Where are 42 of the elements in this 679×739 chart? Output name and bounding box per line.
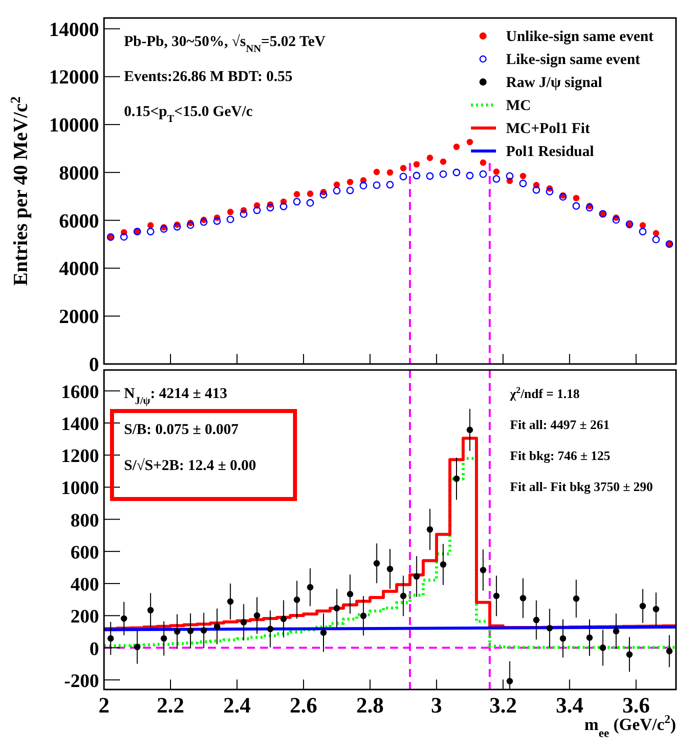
y-tick-label: 10000: [49, 114, 99, 137]
y-tick-label: 6000: [59, 210, 99, 232]
annotation: Fit all- Fit bkg 3750 ± 290: [510, 479, 653, 494]
annotation: Events:26.86 M BDT: 0.55: [124, 69, 292, 85]
annotation: Fit all: 4497 ± 261: [510, 417, 610, 432]
x-tick-label: 2: [98, 692, 110, 718]
y-tick-label: 2000: [59, 306, 99, 328]
x-tick-label: 3.2: [489, 692, 517, 718]
annotation: Fit bkg: 746 ± 125: [510, 448, 611, 463]
x-tick-label: 2.2: [156, 692, 184, 718]
legend-label: Like-sign same event: [506, 52, 640, 68]
x-tick-label: 2.6: [290, 692, 318, 718]
x-tick-label: 2.8: [356, 692, 384, 718]
annotation: N$_{J/ψ}$: 4214 ± 413: [124, 386, 228, 406]
y-tick-label: 1000: [61, 478, 99, 500]
legend-label: Pol1 Residual: [506, 144, 594, 160]
x-tick-label: 3.4: [556, 692, 584, 718]
y-tick-label: 800: [70, 510, 99, 532]
y-tick-label: 200: [70, 606, 99, 628]
x-tick-label: 2.4: [223, 692, 251, 718]
y-tick-label: 4000: [59, 258, 99, 280]
y-tick-label: 0: [89, 354, 99, 376]
y-tick-label: 1600: [61, 382, 99, 403]
annotation: Pb-Pb, 30~50%, √s$_{NN}$=5.02 TeV: [124, 34, 326, 54]
y-tick-label: 8000: [59, 162, 99, 184]
legend-label: Raw J/ψ signal: [506, 75, 602, 91]
y-tick-label: 600: [70, 542, 99, 564]
y-tick-label: 12000: [49, 66, 99, 89]
legend-label: Unlike-sign same event: [506, 29, 654, 45]
y-tick-label: 0: [90, 638, 99, 660]
y-tick-label: 1200: [61, 446, 99, 468]
annotation: 0.15<p$_{T}$<15.0 GeV/c: [124, 104, 254, 124]
annotation: S/B: 0.075 ± 0.007: [124, 422, 239, 438]
x-tick-label: 3: [431, 692, 442, 718]
y-tick-label: 400: [70, 574, 99, 596]
legend-label: MC+Pol1 Fit: [506, 121, 590, 137]
y-tick-label: 1400: [61, 414, 99, 435]
legend-label: MC: [506, 98, 531, 114]
annotation: S/√S+2B: 12.4 ± 0.00: [124, 458, 256, 474]
y-tick-label: 14000: [49, 18, 99, 41]
annotation: χ$^{2}$/ndf = 1.18: [509, 385, 580, 401]
y-tick-label: -200: [64, 670, 99, 692]
